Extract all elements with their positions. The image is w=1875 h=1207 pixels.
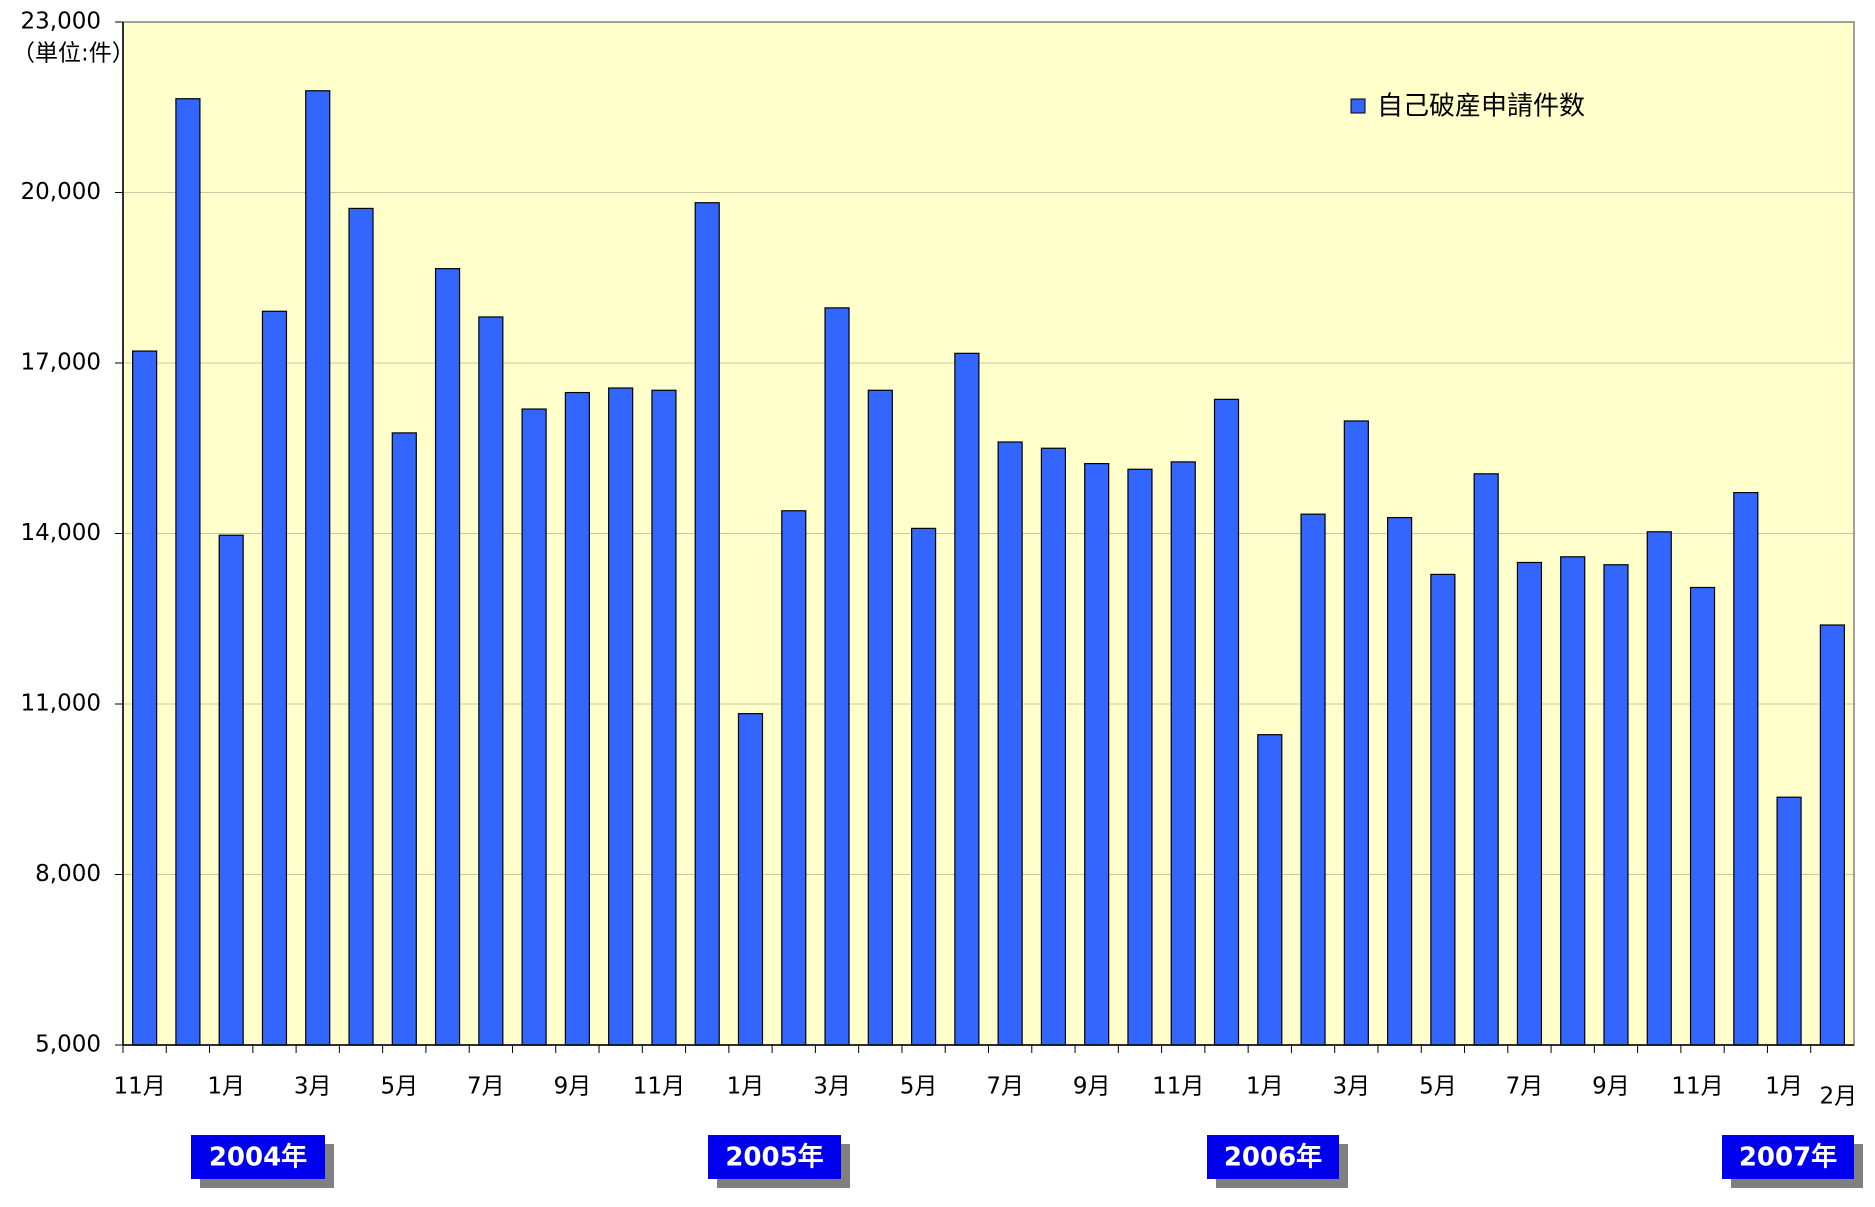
bar bbox=[1430, 573, 1456, 1046]
x-tick-label: 11月 bbox=[113, 1074, 165, 1100]
y-tick-label: 5,000 bbox=[35, 1032, 101, 1058]
bar bbox=[1040, 447, 1067, 1046]
bar bbox=[1257, 734, 1283, 1046]
x-tick-label: 1月 bbox=[1765, 1074, 1803, 1100]
bar bbox=[1646, 531, 1672, 1046]
x-tick-label: 1月 bbox=[207, 1074, 245, 1100]
bar bbox=[132, 350, 158, 1046]
bar bbox=[824, 307, 850, 1046]
bar bbox=[348, 207, 374, 1046]
bar bbox=[1473, 473, 1499, 1046]
x-tick-label: 11月 bbox=[1152, 1074, 1204, 1100]
x-tick-label: 1月 bbox=[727, 1074, 765, 1100]
bar bbox=[1560, 556, 1586, 1046]
x-tick-label: 5月 bbox=[380, 1074, 418, 1100]
year-box bbox=[1722, 1135, 1854, 1179]
bar bbox=[954, 352, 980, 1046]
x-tick-label: 9月 bbox=[554, 1074, 592, 1100]
bar bbox=[218, 534, 244, 1046]
x-tick-label: 9月 bbox=[1592, 1074, 1630, 1100]
y-tick-label: 14,000 bbox=[21, 520, 101, 546]
bar bbox=[1170, 461, 1196, 1046]
bar bbox=[1689, 586, 1716, 1046]
bar bbox=[1300, 513, 1326, 1046]
unit-label: （単位:件） bbox=[12, 41, 135, 67]
year-box bbox=[1207, 1135, 1339, 1179]
bar bbox=[1603, 564, 1629, 1046]
bar bbox=[910, 527, 937, 1046]
bar bbox=[564, 391, 590, 1046]
x-tick-label: 5月 bbox=[900, 1074, 938, 1100]
year-label: 2004年 bbox=[209, 1142, 307, 1173]
bar bbox=[305, 90, 331, 1046]
bar bbox=[867, 389, 893, 1046]
x-tick-label: 5月 bbox=[1419, 1074, 1457, 1100]
bar bbox=[1343, 420, 1369, 1046]
x-tick-label: 7月 bbox=[467, 1074, 505, 1100]
bar bbox=[1084, 462, 1110, 1046]
x-tick-label: 3月 bbox=[813, 1074, 851, 1100]
x-tick-label: 7月 bbox=[1506, 1074, 1544, 1100]
bar bbox=[1776, 796, 1802, 1046]
bar bbox=[521, 408, 547, 1046]
bar bbox=[1516, 561, 1543, 1046]
y-tick-label: 11,000 bbox=[21, 691, 101, 717]
bar bbox=[694, 202, 720, 1046]
bar bbox=[608, 387, 634, 1046]
x-tick-label: 11月 bbox=[1671, 1074, 1723, 1100]
x-tick-label: 11月 bbox=[633, 1074, 685, 1100]
x-tick-label: 9月 bbox=[1073, 1074, 1111, 1100]
bar bbox=[478, 316, 504, 1046]
x-tick-label: 7月 bbox=[986, 1074, 1024, 1100]
bar bbox=[997, 441, 1023, 1046]
bar bbox=[737, 713, 764, 1046]
year-box bbox=[191, 1135, 325, 1179]
y-tick-label: 23,000 bbox=[21, 9, 101, 35]
bar bbox=[261, 310, 288, 1046]
year-label: 2005年 bbox=[725, 1142, 823, 1173]
bar bbox=[434, 268, 461, 1046]
bar bbox=[391, 432, 417, 1046]
bar bbox=[1819, 624, 1845, 1046]
legend-label: 自己破産申請件数 bbox=[1377, 92, 1585, 122]
bar bbox=[1213, 398, 1240, 1046]
bar bbox=[781, 510, 807, 1046]
bar bbox=[175, 98, 201, 1046]
year-box bbox=[708, 1135, 841, 1179]
bar bbox=[1387, 516, 1413, 1046]
legend-swatch bbox=[1350, 98, 1366, 114]
y-tick-label: 20,000 bbox=[21, 179, 101, 205]
year-label: 2007年 bbox=[1739, 1142, 1837, 1173]
bar bbox=[1127, 468, 1153, 1046]
bar bbox=[651, 389, 677, 1046]
y-tick-label: 17,000 bbox=[21, 350, 101, 376]
year-label: 2006年 bbox=[1224, 1142, 1322, 1173]
bar bbox=[1733, 491, 1759, 1046]
x-tick-label: 3月 bbox=[1333, 1074, 1371, 1100]
x-tick-label: 1月 bbox=[1246, 1074, 1284, 1100]
x-tick-label: 3月 bbox=[294, 1074, 332, 1100]
y-tick-label: 8,000 bbox=[35, 861, 101, 887]
x-tick-label: 2月 bbox=[1820, 1084, 1858, 1110]
